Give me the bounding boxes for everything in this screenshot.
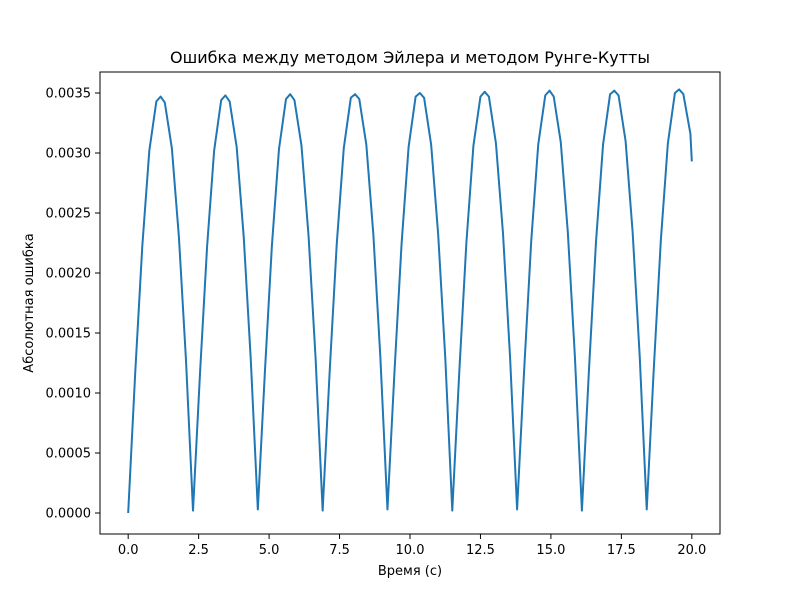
y-tick-label: 0.0000	[46, 507, 92, 522]
y-axis-ticks: 0.0000 0.0005 0.0010 0.0015 0.0020 0.0025 0.00…	[46, 87, 100, 522]
y-tick-label: 0.0010	[46, 387, 92, 402]
x-tick-label: 17.5	[607, 543, 636, 558]
y-tick-label: 0.0015	[46, 327, 92, 342]
chart-title: Ошибка между методом Эйлера и методом Ру…	[170, 48, 650, 67]
x-axis-ticks: 0.0 2.5 5.0 7.5 10.0 12.5 15.0 17.5 20.0	[118, 534, 706, 558]
x-tick-label: 0.0	[118, 543, 139, 558]
y-tick-label: 0.0020	[46, 267, 92, 282]
x-axis-title: Время (с)	[378, 564, 442, 579]
x-tick-label: 15.0	[536, 543, 565, 558]
plot-area: 0.0 2.5 5.0 7.5 10.0 12.5 15.0 17.5 20.0 0.00000…	[46, 71, 721, 558]
y-tick-label: 0.0030	[46, 147, 92, 162]
x-tick-label: 7.5	[329, 543, 350, 558]
y-axis-title: Абсолютная ошибка	[22, 233, 37, 372]
x-tick-label: 10.0	[396, 543, 425, 558]
x-tick-label: 2.5	[188, 543, 209, 558]
y-tick-label: 0.0005	[46, 447, 92, 462]
x-tick-label: 20.0	[677, 543, 706, 558]
x-tick-label: 5.0	[259, 543, 280, 558]
y-tick-label: 0.0025	[46, 207, 92, 222]
y-tick-label: 0.0035	[46, 87, 92, 102]
x-tick-label: 12.5	[466, 543, 495, 558]
error-series-line	[127, 88, 693, 514]
